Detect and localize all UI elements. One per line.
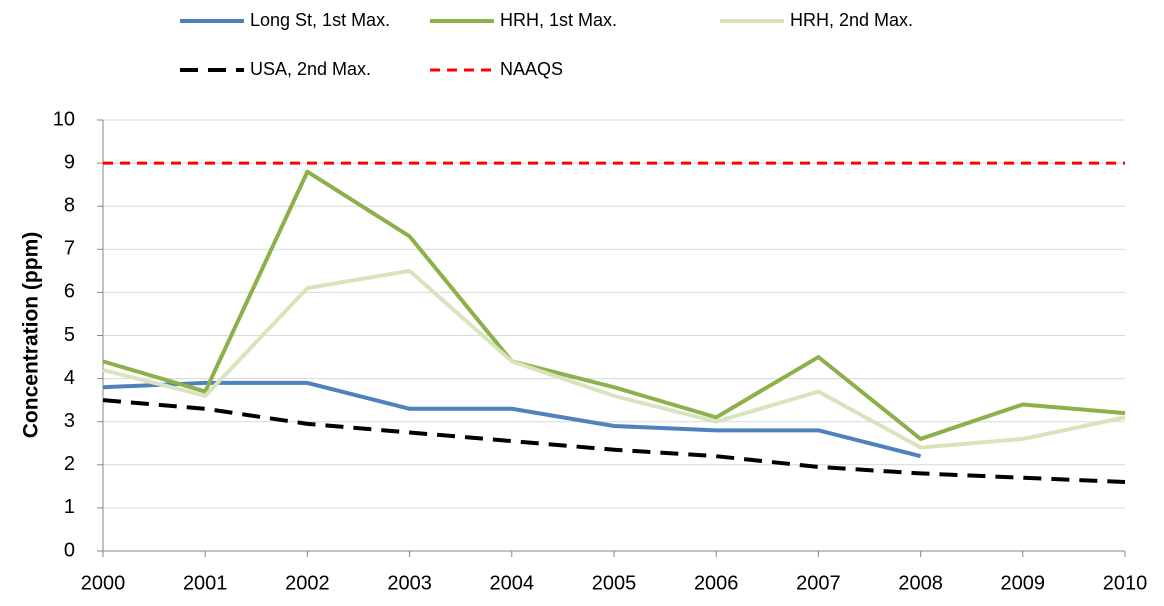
series-line (102, 398, 1126, 485)
x-tick-label: 2008 (898, 572, 943, 594)
series-line (102, 268, 1126, 450)
legend-label: USA, 2nd Max. (250, 59, 371, 79)
x-tick-label: 2006 (694, 572, 739, 594)
legend-label: HRH, 2nd Max. (790, 10, 913, 30)
y-tick-label: 7 (64, 238, 75, 260)
y-tick-label: 4 (64, 367, 75, 389)
legend-label: HRH, 1st Max. (500, 10, 617, 30)
y-tick-label: 1 (64, 496, 75, 518)
y-tick-label: 8 (64, 194, 75, 216)
x-tick-label: 2010 (1103, 572, 1148, 594)
x-tick-label: 2004 (490, 572, 535, 594)
y-tick-label: 9 (64, 151, 75, 173)
series-line (102, 380, 922, 459)
x-tick-label: 2000 (81, 572, 126, 594)
legend-label: NAAQS (500, 59, 563, 79)
y-axis-title: Concentration (ppm) (20, 232, 43, 438)
x-tick-label: 2005 (592, 572, 637, 594)
y-tick-label: 2 (64, 453, 75, 475)
y-tick-label: 6 (64, 281, 75, 303)
y-tick-label: 10 (53, 108, 75, 130)
series-line (102, 169, 1126, 441)
y-tick-label: 3 (64, 410, 75, 432)
x-tick-label: 2003 (387, 572, 432, 594)
y-tick-label: 5 (64, 324, 75, 346)
y-tick-label: 0 (64, 539, 75, 561)
x-tick-label: 2001 (183, 572, 228, 594)
x-tick-label: 2007 (796, 572, 841, 594)
x-tick-label: 2002 (285, 572, 330, 594)
x-tick-label: 2009 (1001, 572, 1046, 594)
legend-label: Long St, 1st Max. (250, 10, 390, 30)
